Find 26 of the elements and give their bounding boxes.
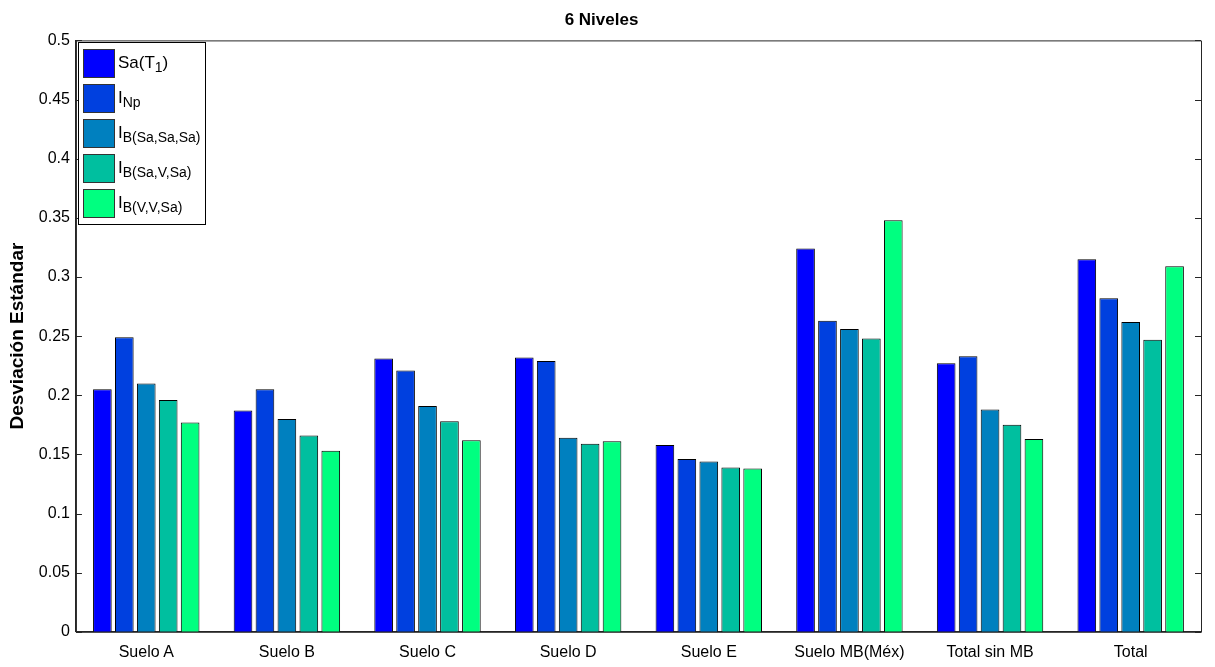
y-axis-title: Desviación Estándar [5, 242, 27, 430]
x-tick-label: Total [1113, 642, 1148, 660]
legend-label: I$_{B(Sa,V,Sa)}$ [117, 157, 192, 181]
legend-label: Sa(T$_{1}$) [117, 52, 169, 76]
x-tick-label: Suelo D [539, 642, 597, 660]
y-tick-label: 0.05 [38, 563, 71, 581]
x-tick-label: Suelo E [680, 642, 737, 660]
x-tick-label: Suelo B [258, 642, 315, 660]
y-tick-label: 0.25 [38, 326, 71, 344]
x-tick-label: Suelo MB(Méx) [794, 642, 905, 660]
x-tick-label: Suelo A [118, 642, 175, 660]
x-tick-label: Suelo C [399, 642, 456, 660]
y-tick-label: 0.15 [38, 444, 71, 462]
y-tick-label: 0.4 [47, 149, 71, 167]
y-tick-label: 0.2 [47, 385, 71, 403]
y-tick-label: 0.1 [47, 503, 71, 521]
chart-title: 6 Niveles [564, 9, 639, 29]
legend-label: I$_{B(V,V,Sa)}$ [117, 192, 183, 216]
y-tick-label: 0.3 [47, 267, 71, 285]
y-tick-label: 0.5 [47, 30, 71, 48]
y-tick-label: 0 [61, 622, 71, 640]
legend-label: I$_{B(Sa,Sa,Sa)}$ [117, 122, 201, 146]
y-tick-label: 0.35 [38, 208, 71, 226]
x-tick-label: Total sin MB [946, 642, 1034, 660]
y-tick-label: 0.45 [38, 89, 71, 107]
legend-label: I$_{Np}$ [117, 87, 141, 111]
